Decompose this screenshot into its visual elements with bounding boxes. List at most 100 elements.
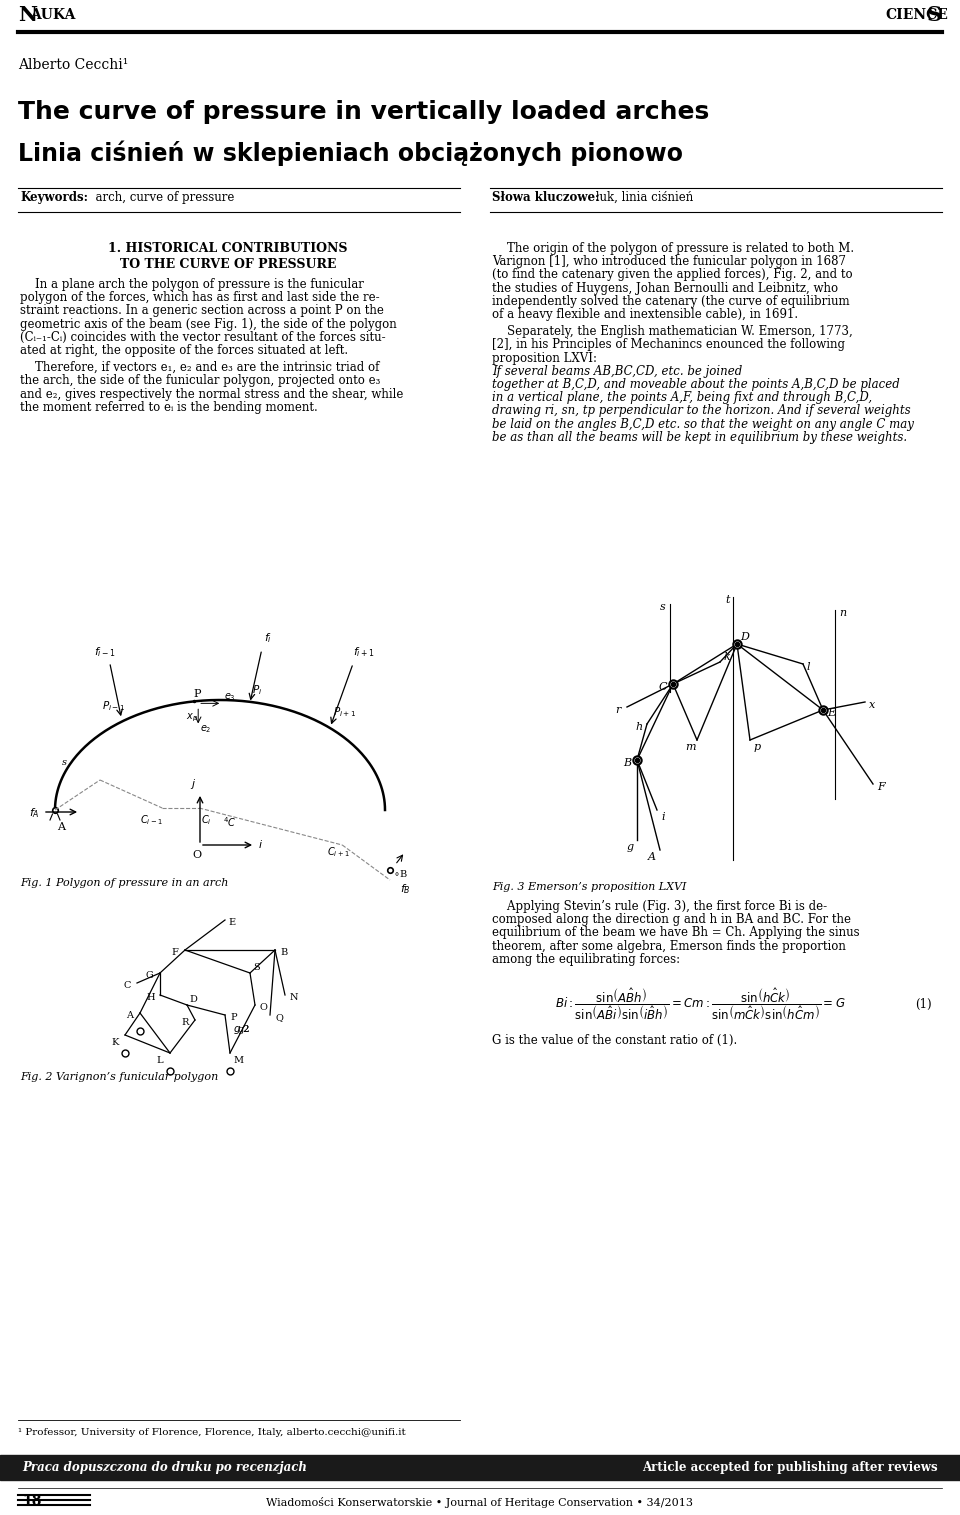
Text: the studies of Huygens, Johan Bernoulli and Leibnitz, who: the studies of Huygens, Johan Bernoulli …: [492, 282, 838, 294]
Text: $^4C$: $^4C$: [223, 815, 236, 829]
Text: drawing ri, sn, tp perpendicular to the horizon. And if several weights: drawing ri, sn, tp perpendicular to the …: [492, 405, 911, 418]
Text: $x_p$: $x_p$: [186, 712, 198, 724]
Text: be laid on the angles B,C,D etc. so that the weight on any angle C may: be laid on the angles B,C,D etc. so that…: [492, 418, 914, 430]
Text: be as than all the beams will be kept in equilibrium by these weights.: be as than all the beams will be kept in…: [492, 430, 907, 444]
Text: s: s: [660, 601, 665, 612]
Text: arch, curve of pressure: arch, curve of pressure: [88, 191, 234, 205]
Text: theorem, after some algebra, Emerson finds the proportion: theorem, after some algebra, Emerson fin…: [492, 939, 846, 953]
Text: Therefore, if vectors е₁, е₂ and е₃ are the intrinsic triad of: Therefore, if vectors е₁, е₂ and е₃ are …: [20, 361, 379, 374]
Text: P: P: [193, 689, 201, 700]
Text: r: r: [615, 704, 620, 715]
Text: m: m: [685, 742, 695, 751]
Text: t: t: [725, 595, 730, 604]
Text: $f_A$: $f_A$: [29, 806, 39, 820]
Text: $f_{i+1}$: $f_{i+1}$: [353, 645, 375, 659]
Text: p: p: [754, 742, 761, 751]
Text: the arch, the side of the funicular polygon, projected onto е₃: the arch, the side of the funicular poly…: [20, 374, 380, 388]
Text: P: P: [230, 1014, 236, 1023]
Text: straint reactions. In a generic section across a point P on the: straint reactions. In a generic section …: [20, 305, 384, 318]
Text: The curve of pressure in vertically loaded arches: The curve of pressure in vertically load…: [18, 100, 709, 124]
Text: of a heavy flexible and inextensible cable), in 1691.: of a heavy flexible and inextensible cab…: [492, 308, 798, 321]
Text: h: h: [635, 723, 642, 732]
Text: $f_{i-1}$: $f_{i-1}$: [93, 645, 115, 659]
Text: N: N: [18, 5, 37, 26]
Text: In a plane arch the polygon of pressure is the funicular: In a plane arch the polygon of pressure …: [20, 277, 364, 291]
Text: n: n: [839, 608, 846, 618]
Text: $g$ 2: $g$ 2: [233, 1023, 251, 1036]
Text: k: k: [724, 651, 731, 662]
Text: N: N: [290, 992, 299, 1001]
Text: TO THE CURVE OF PRESSURE: TO THE CURVE OF PRESSURE: [120, 258, 336, 271]
Text: g: g: [627, 842, 635, 851]
Text: A: A: [648, 851, 656, 862]
Text: Linia ciśnień w sklepieniach obciążonych pionowo: Linia ciśnień w sklepieniach obciążonych…: [18, 139, 683, 165]
Text: $C_{i+1}$: $C_{i+1}$: [327, 845, 350, 859]
Text: C: C: [659, 682, 667, 692]
Text: S: S: [926, 5, 942, 26]
Text: C: C: [123, 982, 131, 989]
Text: Varignon [1], who introduced the funicular polygon in 1687: Varignon [1], who introduced the funicul…: [492, 255, 846, 268]
Text: composed along the direction g and h in BA and BC. For the: composed along the direction g and h in …: [492, 914, 851, 926]
Text: F: F: [877, 782, 885, 792]
Text: Fig. 2 Varignon’s funicular polygon: Fig. 2 Varignon’s funicular polygon: [20, 1073, 218, 1082]
Text: $f_i$: $f_i$: [264, 632, 272, 645]
Text: [2], in his Principles of Mechanincs enounced the following: [2], in his Principles of Mechanincs eno…: [492, 338, 845, 351]
Text: E: E: [827, 708, 835, 718]
Text: $C_i$: $C_i$: [202, 814, 212, 827]
Text: Q: Q: [275, 1014, 283, 1023]
Text: x: x: [869, 700, 876, 711]
Text: O: O: [260, 1003, 268, 1012]
Text: Applying Stevin’s rule (Fig. 3), the first force Bi is de-: Applying Stevin’s rule (Fig. 3), the fir…: [492, 900, 828, 914]
Text: O: O: [192, 850, 202, 861]
Text: łuk, linia ciśnień: łuk, linia ciśnień: [592, 191, 693, 205]
Text: S: S: [253, 964, 260, 973]
Text: $j$: $j$: [190, 777, 197, 791]
Text: Keywords:: Keywords:: [20, 191, 88, 205]
Text: the moment referred to еᵢ is the bending moment.: the moment referred to еᵢ is the bending…: [20, 401, 318, 414]
Text: and е₂, gives respectively the normal stress and the shear, while: and е₂, gives respectively the normal st…: [20, 388, 403, 400]
Text: D: D: [189, 995, 197, 1004]
Text: ated at right, the opposite of the forces situated at left.: ated at right, the opposite of the force…: [20, 344, 348, 358]
Text: polygon of the forces, which has as first and last side the re-: polygon of the forces, which has as firs…: [20, 291, 379, 305]
Text: $Bi: \dfrac{\sin\!\left(A\hat{B}h\right)}{\sin\!\left(A\hat{B}i\right)\sin\!\lef: $Bi: \dfrac{\sin\!\left(A\hat{B}h\right)…: [555, 986, 846, 1021]
Text: geometric axis of the beam (see Fig. 1), the side of the polygon: geometric axis of the beam (see Fig. 1),…: [20, 318, 396, 330]
Text: s: s: [61, 758, 66, 767]
Text: among the equilibrating forces:: among the equilibrating forces:: [492, 953, 680, 965]
Text: (Сᵢ₋₁-Сᵢ) coincides with the vector resultant of the forces situ-: (Сᵢ₋₁-Сᵢ) coincides with the vector resu…: [20, 330, 386, 344]
Text: Alberto Cecchi¹: Alberto Cecchi¹: [18, 58, 129, 73]
Text: A: A: [57, 823, 65, 832]
Text: L: L: [156, 1056, 162, 1065]
Text: Fig. 3 Emerson’s proposition LXVI: Fig. 3 Emerson’s proposition LXVI: [492, 882, 686, 892]
Text: $C_{i-1}$: $C_{i-1}$: [140, 814, 163, 827]
Text: ¹ Professor, University of Florence, Florence, Italy, alberto.cecchi@unifi.it: ¹ Professor, University of Florence, Flo…: [18, 1429, 406, 1438]
Text: $P_{i+1}$: $P_{i+1}$: [333, 706, 356, 720]
Text: $\circ$B: $\circ$B: [393, 868, 408, 879]
Text: $P_{i-1}$: $P_{i-1}$: [102, 698, 125, 714]
Text: The origin of the polygon of pressure is related to both M.: The origin of the polygon of pressure is…: [492, 242, 854, 255]
Text: A: A: [126, 1011, 133, 1020]
Text: G: G: [146, 971, 154, 980]
Text: equilibrium of the beam we have Bh = Ch. Applying the sinus: equilibrium of the beam we have Bh = Ch.…: [492, 926, 859, 939]
Text: D: D: [740, 632, 749, 642]
Text: AUKA: AUKA: [30, 8, 76, 23]
Text: 1. HISTORICAL CONTRIBUTIONS: 1. HISTORICAL CONTRIBUTIONS: [108, 242, 348, 255]
Text: in a vertical plane, the points A,F, being fixt and through B,C,D,: in a vertical plane, the points A,F, bei…: [492, 391, 872, 405]
Text: l: l: [807, 662, 810, 673]
Text: H: H: [146, 992, 155, 1001]
Text: (1): (1): [916, 997, 932, 1011]
Text: E: E: [228, 918, 235, 927]
Text: independently solved the catenary (the curve of equilibrium: independently solved the catenary (the c…: [492, 295, 850, 308]
Text: $i$: $i$: [258, 838, 263, 850]
Text: K: K: [111, 1038, 118, 1047]
Text: If several beams AB,BC,CD, etc. be joined: If several beams AB,BC,CD, etc. be joine…: [492, 365, 742, 377]
Text: CIENCE: CIENCE: [885, 8, 948, 23]
Text: F: F: [171, 948, 178, 957]
Text: proposition LXVI:: proposition LXVI:: [492, 351, 601, 365]
Text: R: R: [181, 1018, 188, 1027]
Text: Fig. 1 Polygon of pressure in an arch: Fig. 1 Polygon of pressure in an arch: [20, 879, 228, 888]
Text: B: B: [623, 758, 631, 768]
Text: g2: g2: [238, 1026, 251, 1035]
Text: (to find the catenary given the applied forces), Fig. 2, and to: (to find the catenary given the applied …: [492, 268, 852, 282]
Text: together at B,C,D, and moveable about the points A,B,C,D be placed: together at B,C,D, and moveable about th…: [492, 379, 900, 391]
Text: Wiadomości Konserwatorskie • Journal of Heritage Conservation • 34/2013: Wiadomości Konserwatorskie • Journal of …: [267, 1497, 693, 1507]
